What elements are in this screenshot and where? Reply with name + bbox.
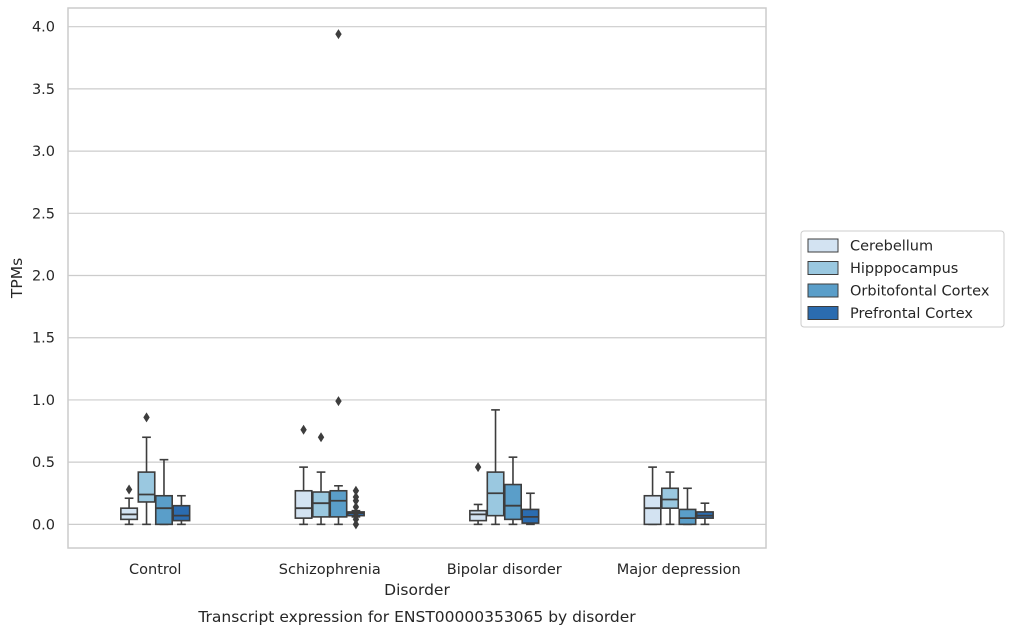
box-iqr [154, 494, 174, 526]
box-major-depression [678, 487, 697, 526]
legend-item: Prefrontal Cortex [807, 306, 973, 322]
outlier-point [125, 484, 133, 495]
outlier-point [143, 412, 150, 423]
series-hipppocampus [137, 409, 680, 526]
box-iqr [643, 494, 662, 526]
box-series [120, 29, 714, 530]
box-iqr [678, 508, 697, 526]
box-major-depression [643, 466, 662, 526]
legend-item: Cerebellum [807, 238, 933, 255]
box-schizophrenia [346, 485, 365, 530]
box-iqr [311, 491, 331, 518]
legend-swatch [807, 306, 839, 320]
series-prefrontal-cortex [172, 485, 714, 530]
series-orbitofontal-cortex [154, 29, 697, 526]
plot-area-frame [67, 7, 767, 549]
outlier-point [317, 432, 325, 443]
outlier-point [335, 396, 342, 407]
series-cerebellum [120, 424, 662, 526]
box-control [137, 412, 156, 526]
outlier-point [352, 491, 360, 502]
outlier-point [300, 424, 307, 435]
box-bipolar-disorder [469, 462, 488, 526]
box-iqr [660, 487, 680, 509]
x-axis-ticks: Control Schizophrenia Bipolar disorder Majo… [129, 562, 741, 578]
chart-caption: Transcript expression for ENST0000035306… [197, 608, 636, 626]
box-major-depression [695, 502, 714, 526]
box-iqr [172, 504, 191, 522]
y-tick-label: 1.5 [32, 331, 55, 347]
box-control [172, 494, 191, 526]
x-axis-label: Disorder [384, 581, 450, 599]
y-tick-label: 0.5 [32, 455, 55, 471]
box-bipolar-disorder [503, 456, 523, 526]
y-tick-label: 1.0 [32, 393, 55, 409]
legend-item: Orbitofontal Cortex [807, 283, 990, 300]
y-tick-label: 2.0 [32, 269, 55, 285]
outlier-point [335, 29, 342, 40]
box-bipolar-disorder [521, 492, 540, 526]
x-tick-label: Major depression [617, 562, 741, 578]
y-tick-label: 0.0 [32, 517, 55, 533]
outlier-point [474, 462, 482, 473]
legend-item: Hipppocampus [807, 261, 958, 277]
legend: Cerebellum Hipppocampus Orbitofontal Corte… [800, 230, 1005, 328]
legend-label: Cerebellum [850, 239, 933, 255]
y-tick-label: 3.0 [32, 144, 55, 160]
y-tick-label: 4.0 [32, 20, 55, 36]
legend-label: Prefrontal Cortex [850, 306, 973, 322]
y-axis-ticks: 0.0 0.5 1.0 1.5 2.0 2.5 3.0 3.5 4.0 [32, 20, 55, 534]
box-control [120, 484, 139, 526]
outlier-point [352, 501, 360, 512]
x-tick-label: Bipolar disorder [447, 562, 562, 578]
box-iqr [503, 483, 523, 521]
box-schizophrenia [329, 29, 348, 526]
legend-swatch [807, 238, 839, 253]
outlier-point [352, 510, 360, 521]
box-iqr [469, 509, 488, 522]
outlier-point [352, 485, 360, 496]
box-schizophrenia [311, 432, 331, 526]
legend-swatch [807, 283, 839, 298]
box-iqr [329, 489, 348, 518]
x-tick-label: Control [129, 562, 181, 578]
legend-label: Orbitofontal Cortex [850, 284, 990, 300]
y-tick-label: 3.5 [32, 82, 55, 98]
box-iqr [137, 471, 156, 503]
box-iqr [294, 489, 313, 519]
box-bipolar-disorder [486, 409, 505, 526]
box-control [154, 458, 174, 526]
grid-lines [68, 26, 766, 525]
y-tick-label: 2.5 [32, 206, 55, 222]
x-tick-label: Schizophrenia [279, 562, 381, 578]
y-axis-label: TPMs [8, 258, 26, 299]
box-major-depression [660, 471, 680, 526]
box-schizophrenia [294, 424, 313, 526]
legend-swatch [807, 261, 839, 275]
legend-label: Hipppocampus [850, 261, 958, 277]
legend-frame [800, 230, 1005, 328]
